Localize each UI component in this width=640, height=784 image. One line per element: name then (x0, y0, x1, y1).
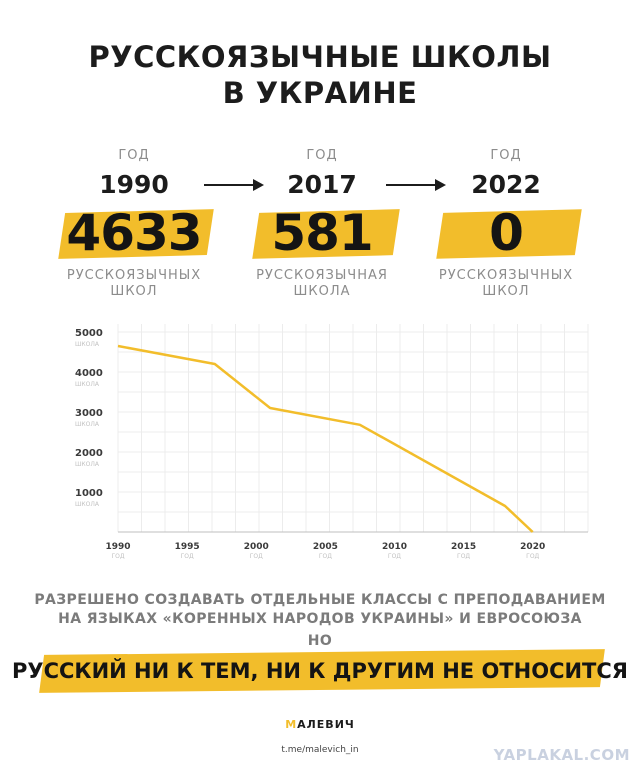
stat-value: 0 (489, 204, 524, 262)
x-tick-unit: ГОД (250, 553, 263, 560)
y-tick-unit: ШКОЛА (75, 381, 100, 388)
stat-value-wrap: 4633 (34, 204, 234, 262)
stat-year: 1990 (99, 170, 169, 199)
x-tick-unit: ГОД (319, 553, 332, 560)
stat-2017: ГОД 2017 581 РУССКОЯЗЫЧНАЯ ШКОЛА (222, 148, 422, 300)
y-tick-label: 5000 (75, 328, 103, 339)
stat-value-wrap: 581 (222, 204, 422, 262)
stat-value: 4633 (66, 204, 202, 262)
y-tick-unit: ШКОЛА (75, 461, 100, 468)
stat-caption-1: РУССКОЯЗЫЧНЫХ (66, 268, 202, 283)
y-tick-label: 1000 (75, 488, 103, 499)
stat-year-label: ГОД (118, 148, 150, 163)
arrow-right-icon (204, 179, 264, 191)
note-line-1: РАЗРЕШЕНО СОЗДАВАТЬ ОТДЕЛЬНЫЕ КЛАССЫ С П… (34, 592, 606, 608)
stat-caption-1: РУССКОЯЗЫЧНЫХ (438, 268, 574, 283)
y-tick-unit: ШКОЛА (75, 421, 100, 428)
brand-name: МАЛЕВИЧ (285, 718, 355, 731)
stat-2022: ГОД 2022 0 РУССКОЯЗЫЧНЫХ ШКОЛ (406, 148, 606, 300)
note-line-2: НА ЯЗЫКАХ «КОРЕННЫХ НАРОДОВ УКРАИНЫ» И Е… (58, 611, 582, 627)
y-tick-unit: ШКОЛА (75, 501, 100, 508)
x-tick-unit: ГОД (181, 553, 194, 560)
stat-caption-2: ШКОЛ (482, 284, 530, 299)
stat-value: 581 (271, 204, 373, 262)
y-tick-unit: ШКОЛА (75, 341, 100, 348)
stat-value-wrap: 0 (406, 204, 606, 262)
stat-caption-1: РУССКОЯЗЫЧНАЯ (256, 268, 388, 283)
x-tick-label: 2020 (520, 542, 545, 552)
x-tick-label: 1990 (105, 542, 130, 552)
x-tick-unit: ГОД (111, 553, 124, 560)
title-line-2: В УКРАИНЕ (222, 76, 418, 110)
y-tick-label: 3000 (75, 408, 103, 419)
stat-1990: ГОД 1990 4633 РУССКОЯЗЫЧНЫХ ШКОЛ (34, 148, 234, 300)
note-but: НО (307, 633, 333, 649)
y-tick-label: 2000 (75, 448, 103, 459)
line-chart: 1000 ШКОЛА 2000 ШКОЛА 3000 ШКОЛА 4000 ШКОЛА 5000… (75, 324, 589, 560)
y-tick-label: 4000 (75, 368, 103, 379)
x-tick-label: 2005 (313, 542, 338, 552)
x-tick-unit: ГОД (457, 553, 470, 560)
series-line (117, 344, 534, 533)
arrow-right-icon (386, 179, 446, 191)
stat-year-label: ГОД (490, 148, 522, 163)
stat-year: 2017 (287, 170, 357, 199)
stat-year: 2022 (471, 170, 541, 199)
x-tick-unit: ГОД (526, 553, 539, 560)
x-tick-label: 1995 (175, 542, 200, 552)
watermark: YAPLAKAL.COM (493, 746, 630, 764)
x-tick-label: 2000 (244, 542, 269, 552)
channel-link[interactable]: t.me/malevich_in (281, 745, 359, 755)
title-line-1: РУССКОЯЗЫЧНЫЕ ШКОЛЫ (88, 40, 552, 74)
stat-caption-2: ШКОЛА (293, 284, 351, 299)
x-tick-label: 2010 (382, 542, 407, 552)
x-tick-label: 2015 (451, 542, 476, 552)
footer-logo: МАЛЕВИЧ t.me/malevich_in (0, 718, 640, 755)
x-tick-unit: ГОД (388, 553, 401, 560)
banner-text: РУССКИЙ НИ К ТЕМ, НИ К ДРУГИМ НЕ ОТНОСИТ… (12, 659, 628, 683)
stat-caption-2: ШКОЛ (110, 284, 158, 299)
stat-year-label: ГОД (306, 148, 338, 163)
